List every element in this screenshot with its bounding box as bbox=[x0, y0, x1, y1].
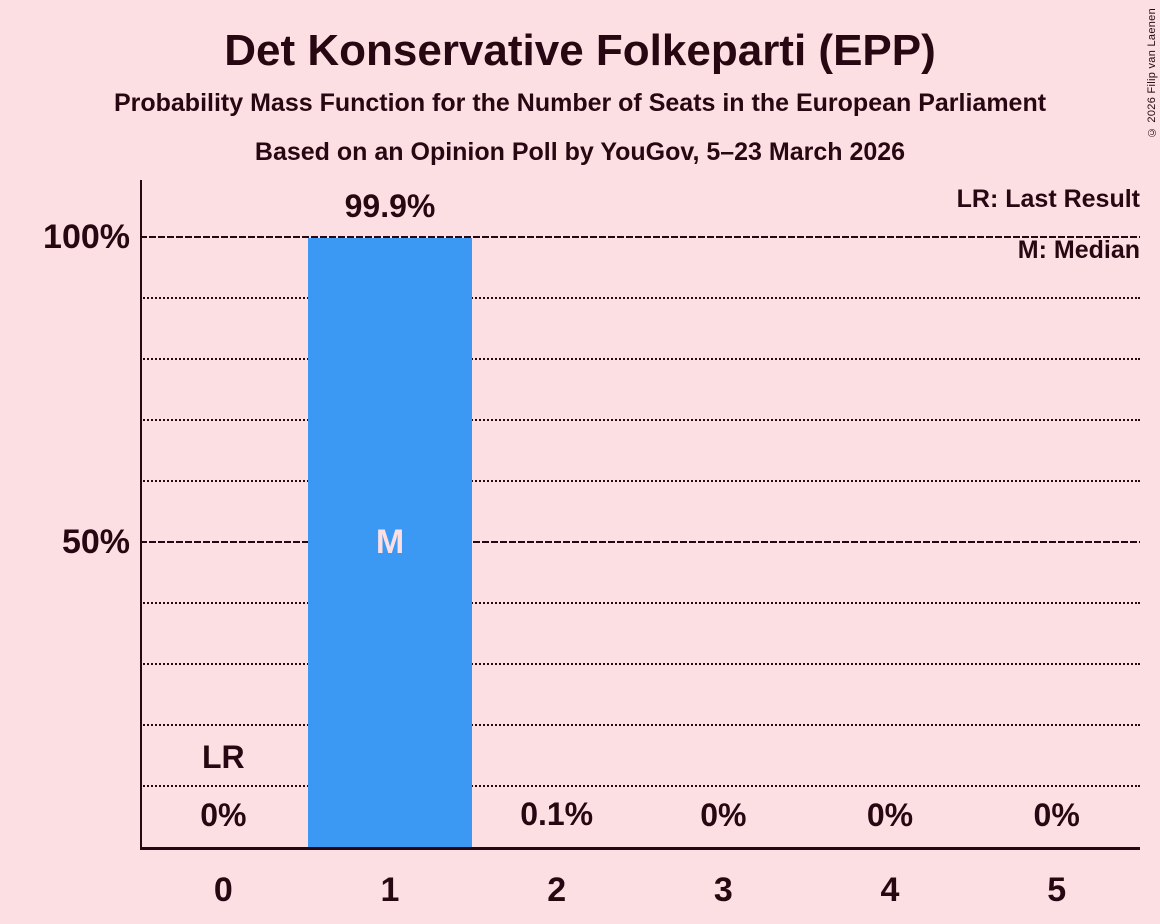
value-label-seat-4: 0% bbox=[866, 797, 914, 833]
poll-source-line: Based on an Opinion Poll by YouGov, 5–23… bbox=[254, 138, 906, 166]
median-marker: M bbox=[375, 523, 405, 561]
value-label-seat-2: 0.1% bbox=[520, 796, 594, 833]
bar-seat-1 bbox=[307, 237, 473, 847]
value-label-seat-3: 0% bbox=[700, 797, 747, 833]
value-label-seat-5: 0% bbox=[1033, 797, 1080, 833]
legend-last-result: LR: Last Result bbox=[956, 185, 1140, 213]
y-tick-label-50: 50% bbox=[61, 523, 130, 561]
gridline-100pct bbox=[140, 236, 1140, 238]
x-tick-label-3: 3 bbox=[713, 871, 733, 909]
gridline-70pct bbox=[140, 419, 1140, 421]
value-label-seat-1: 99.9% bbox=[344, 187, 436, 224]
gridline-40pct bbox=[140, 602, 1140, 604]
gridline-90pct bbox=[140, 297, 1140, 299]
gridline-30pct bbox=[140, 663, 1140, 665]
y-tick-label-100: 100% bbox=[43, 218, 130, 256]
plot-area: 0% 99.9% 0.1% 0% 0% 0% M LR bbox=[140, 180, 1140, 847]
x-tick-label-2: 2 bbox=[547, 871, 567, 909]
gridline-60pct bbox=[140, 480, 1140, 482]
chart-title: Det Konservative Folkeparti (EPP) bbox=[224, 26, 936, 75]
x-axis-line bbox=[140, 847, 1140, 850]
x-tick-label-0: 0 bbox=[213, 871, 233, 909]
y-axis-line bbox=[140, 180, 142, 847]
copyright-notice: © 2026 Filip van Laenen bbox=[1146, 8, 1158, 139]
x-tick-label-1: 1 bbox=[380, 871, 400, 909]
last-result-marker: LR bbox=[202, 739, 245, 775]
gridline-20pct bbox=[140, 724, 1140, 726]
value-label-seat-0: 0% bbox=[200, 797, 247, 833]
x-tick-label-5: 5 bbox=[1047, 871, 1067, 909]
gridline-80pct bbox=[140, 358, 1140, 360]
gridline-10pct bbox=[140, 785, 1140, 787]
legend-median: M: Median bbox=[1017, 236, 1140, 264]
chart-subtitle: Probability Mass Function for the Number… bbox=[113, 89, 1047, 117]
gridline-50pct bbox=[140, 541, 1140, 543]
x-tick-label-4: 4 bbox=[880, 871, 900, 909]
